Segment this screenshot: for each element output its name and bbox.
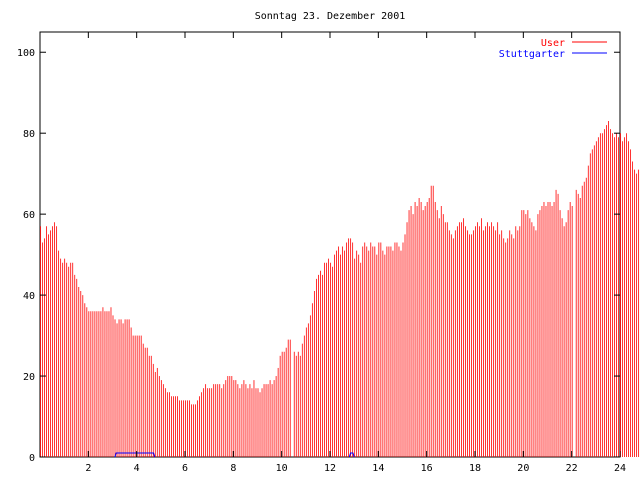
legend-label-stuttgarter: Stuttgarter <box>499 49 565 60</box>
plot-area <box>39 31 640 458</box>
y-tick-label: 80 <box>23 129 35 140</box>
y-tick-label: 20 <box>23 372 35 383</box>
x-tick-label: 4 <box>134 463 140 474</box>
x-tick-label: 16 <box>421 463 433 474</box>
x-axis: 2 4 6 8 10 12 14 16 18 20 22 24 <box>85 32 626 474</box>
y-axis: 0 20 40 60 80 100 <box>17 48 620 464</box>
y-tick-label: 40 <box>23 291 35 302</box>
x-tick-label: 6 <box>182 463 188 474</box>
stuttgarter-line <box>348 452 355 458</box>
x-tick-label: 20 <box>517 463 529 474</box>
x-tick-label: 24 <box>614 463 626 474</box>
chart-title: Sonntag 23. Dezember 2001 <box>255 11 406 22</box>
y-tick-label: 0 <box>29 453 35 464</box>
x-tick-label: 14 <box>372 463 384 474</box>
x-tick-label: 18 <box>469 463 481 474</box>
x-tick-label: 12 <box>324 463 336 474</box>
legend-label-user: User <box>541 38 565 49</box>
legend: User Stuttgarter <box>499 38 607 60</box>
y-tick-label: 60 <box>23 210 35 221</box>
x-tick-label: 22 <box>566 463 578 474</box>
y-tick-label: 100 <box>17 48 35 59</box>
stuttgarter-line <box>114 452 156 458</box>
x-tick-label: 2 <box>85 463 91 474</box>
x-tick-label: 10 <box>276 463 288 474</box>
x-tick-label: 8 <box>230 463 236 474</box>
